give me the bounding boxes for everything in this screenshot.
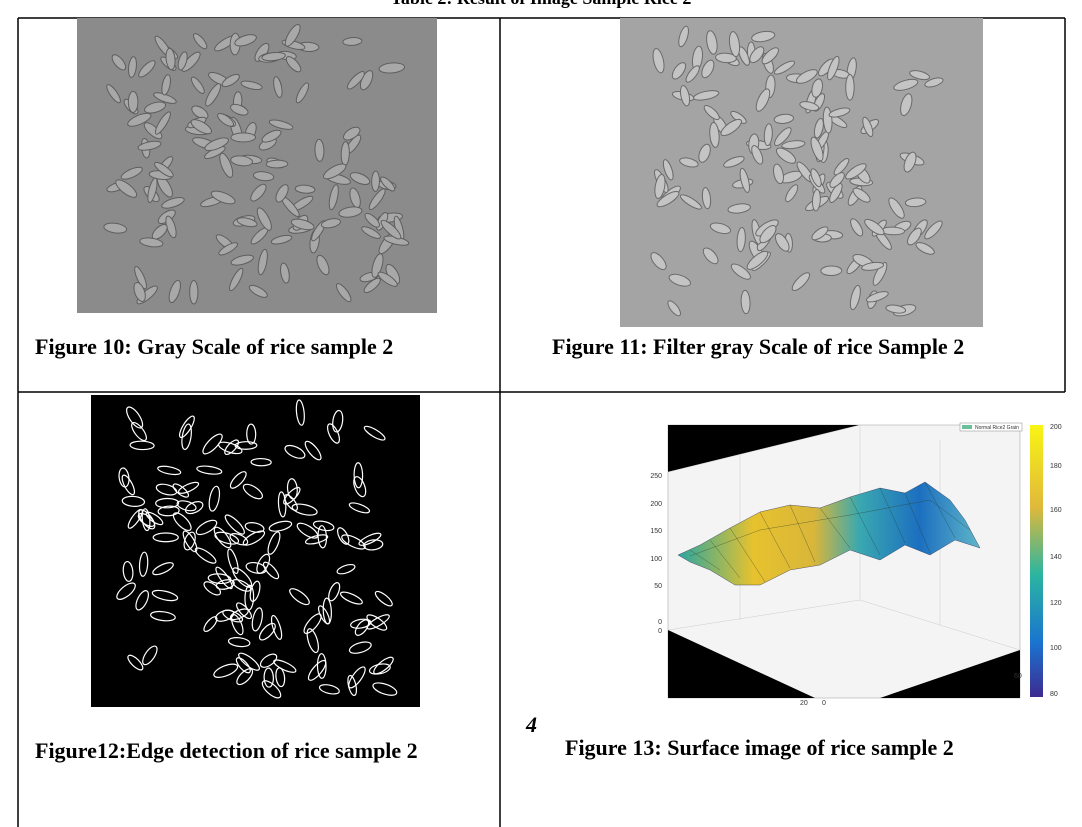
rice-grain [371, 171, 379, 191]
rice-grain [190, 281, 198, 305]
rice-grain [846, 74, 854, 100]
colorbar-tick-label: 80 [1050, 691, 1058, 698]
colorbar-tick-label: 180 [1050, 463, 1062, 470]
z-tick-label: 150 [650, 528, 662, 535]
x-tick-label: 0 [658, 628, 662, 635]
rice-grain [821, 266, 842, 276]
surface-plot: Normal Rice2 Grain 250200150100500200180… [650, 423, 1061, 707]
colorbar-tick-label: 200 [1050, 424, 1062, 431]
z-tick-label: 0 [658, 619, 662, 626]
caption: Figure 11: Filter gray Scale of rice Sam… [552, 334, 964, 360]
colorbar-tick-label: 120 [1050, 600, 1062, 607]
caption: Figure 13: Surface image of rice sample … [565, 735, 954, 761]
y-tick-label: 20 [800, 700, 808, 707]
colorbar-tick-label: 140 [1050, 554, 1062, 561]
colorbar-tick-label: 160 [1050, 507, 1062, 514]
caption: Figure12:Edge detection of rice sample 2 [35, 738, 418, 764]
x-tick-label: 60 [1014, 673, 1022, 680]
z-tick-label: 200 [650, 501, 662, 508]
y-tick-label: 0 [822, 700, 826, 707]
page: Table 2: Result of Image Sample Rice 2 [0, 0, 1082, 827]
rice-grain [315, 139, 325, 161]
z-tick-label: 100 [650, 556, 662, 563]
note: 4 [526, 712, 537, 738]
rice-grain [128, 91, 138, 112]
rice-grain [231, 133, 256, 142]
colorbar-tick-label: 100 [1050, 645, 1062, 652]
colorbar [1030, 425, 1043, 697]
z-tick-label: 250 [650, 473, 662, 480]
rice-grain [266, 160, 288, 168]
z-tick-label: 50 [654, 583, 662, 590]
legend-label: Normal Rice2 Grain [975, 425, 1019, 431]
caption: Figure 10: Gray Scale of rice sample 2 [35, 334, 393, 360]
rice-grain [341, 141, 350, 165]
edge-image [91, 395, 420, 707]
table-frame: Normal Rice2 Grain 250200150100500200180… [0, 0, 1082, 827]
